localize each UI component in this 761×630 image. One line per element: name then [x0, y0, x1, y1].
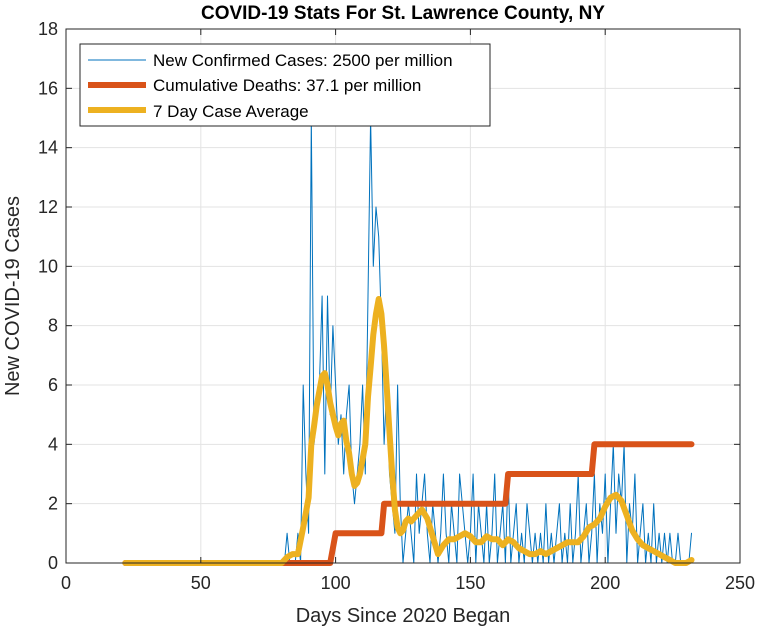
- y-axis-label: New COVID-19 Cases: [2, 196, 24, 396]
- y-tick-label: 14: [38, 138, 58, 158]
- y-tick-label: 0: [48, 553, 58, 573]
- axes-box: [65, 28, 741, 564]
- x-tick-label: 0: [61, 573, 71, 593]
- y-tick-label: 12: [38, 197, 58, 217]
- legend-label-cumulative-deaths: Cumulative Deaths: 37.1 per million: [153, 76, 421, 95]
- tick-labels: 0 50 100 150 200 250 0 2 4 6 8 10 12 14 16 18: [38, 19, 755, 593]
- y-tick-label: 18: [38, 19, 58, 39]
- y-tick-label: 8: [48, 316, 58, 336]
- new-cases-line: [124, 117, 692, 564]
- axes-frame: [65, 28, 741, 564]
- y-tick-label: 4: [48, 434, 58, 454]
- y-tick-label: 16: [38, 78, 58, 98]
- plot-series: [122, 117, 695, 566]
- x-tick-label: 150: [455, 573, 485, 593]
- legend-label-new-cases: New Confirmed Cases: 2500 per million: [153, 51, 453, 70]
- legend-label-7day-average: 7 Day Case Average: [153, 102, 309, 121]
- chart-title: COVID-19 Stats For St. Lawrence County, …: [201, 3, 605, 24]
- x-tick-label: 250: [725, 573, 755, 593]
- seven-day-average-line: [122, 296, 695, 566]
- y-tick-label: 2: [48, 494, 58, 514]
- cumulative-deaths-line: [122, 441, 695, 566]
- y-tick-label: 6: [48, 375, 58, 395]
- x-tick-label: 100: [321, 573, 351, 593]
- x-tick-label: 200: [590, 573, 620, 593]
- legend: New Confirmed Cases: 2500 per million Cu…: [79, 43, 491, 127]
- x-tick-label: 50: [191, 573, 211, 593]
- y-tick-label: 10: [38, 256, 58, 276]
- legend-box: [79, 43, 491, 127]
- x-axis-label: Days Since 2020 Began: [296, 605, 511, 627]
